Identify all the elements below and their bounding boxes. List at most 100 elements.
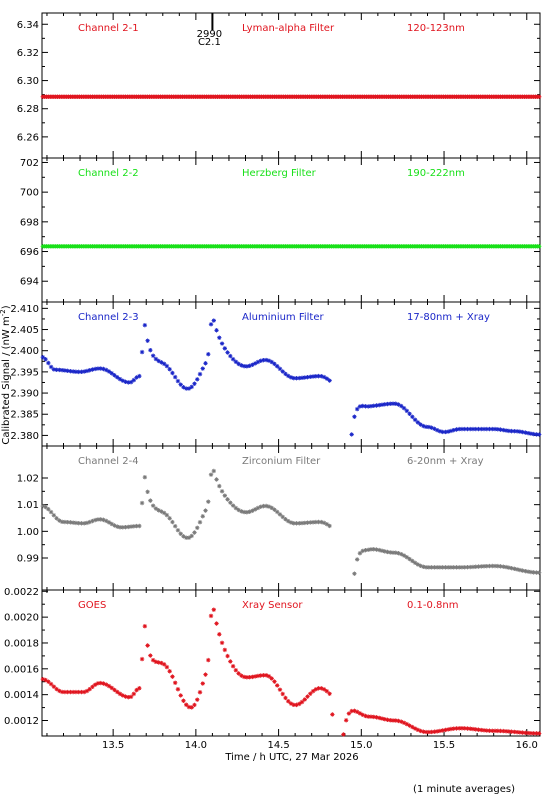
data-point bbox=[302, 697, 307, 702]
data-point bbox=[410, 558, 415, 564]
data-point bbox=[139, 349, 145, 355]
data-point bbox=[123, 524, 128, 530]
data-point bbox=[476, 426, 481, 432]
data-point bbox=[509, 729, 514, 734]
data-point bbox=[109, 521, 114, 527]
data-point bbox=[288, 520, 294, 525]
data-point bbox=[520, 730, 525, 735]
y-tick-label: 6.34 bbox=[17, 20, 39, 31]
data-point bbox=[156, 358, 161, 364]
data-point bbox=[382, 549, 387, 554]
data-point bbox=[310, 520, 316, 525]
data-point bbox=[230, 503, 236, 508]
data-point bbox=[230, 664, 236, 669]
data-point bbox=[184, 386, 189, 391]
data-point bbox=[62, 519, 68, 525]
data-point bbox=[374, 715, 379, 720]
y-tick-label: 0.0018 bbox=[4, 638, 39, 649]
data-point bbox=[423, 424, 429, 430]
data-point bbox=[492, 563, 498, 569]
data-point bbox=[319, 686, 324, 691]
data-point bbox=[186, 386, 192, 391]
data-point bbox=[247, 363, 252, 369]
data-point bbox=[148, 653, 153, 658]
data-point bbox=[217, 483, 222, 489]
data-point bbox=[390, 550, 396, 555]
data-point bbox=[59, 367, 65, 373]
data-point bbox=[476, 727, 481, 732]
data-point bbox=[479, 564, 484, 569]
data-point bbox=[192, 381, 197, 386]
data-point bbox=[390, 718, 396, 723]
data-point bbox=[178, 382, 183, 387]
data-point bbox=[426, 424, 432, 430]
data-point bbox=[487, 426, 492, 432]
data-point bbox=[233, 359, 239, 364]
data-point bbox=[172, 374, 178, 380]
panel-filter: Herzberg Filter bbox=[242, 168, 317, 179]
data-point bbox=[167, 367, 172, 372]
data-point bbox=[269, 676, 274, 681]
data-point bbox=[126, 380, 131, 385]
y-tick-label: 6.26 bbox=[17, 132, 39, 143]
data-point bbox=[316, 686, 321, 691]
data-point bbox=[305, 520, 310, 525]
data-point bbox=[153, 506, 159, 511]
data-point bbox=[528, 569, 534, 575]
data-point bbox=[137, 686, 142, 691]
data-point bbox=[214, 477, 219, 482]
panel-frame bbox=[41, 589, 541, 737]
data-point bbox=[401, 720, 407, 725]
data-point bbox=[297, 521, 302, 526]
data-point bbox=[437, 565, 443, 570]
data-point bbox=[73, 369, 79, 374]
data-point bbox=[473, 727, 478, 732]
data-point bbox=[352, 414, 357, 419]
data-point bbox=[410, 414, 415, 420]
panel-band: 0.1-0.8nm bbox=[407, 600, 459, 611]
data-point bbox=[503, 729, 509, 734]
data-point bbox=[377, 402, 382, 408]
data-point bbox=[429, 565, 434, 570]
data-point bbox=[57, 367, 62, 373]
data-point bbox=[241, 363, 247, 369]
data-point bbox=[252, 674, 258, 679]
data-point bbox=[445, 565, 451, 570]
data-point bbox=[385, 549, 390, 555]
data-point bbox=[514, 429, 520, 434]
data-point bbox=[266, 504, 272, 509]
data-point bbox=[70, 520, 76, 525]
data-point bbox=[484, 426, 489, 432]
data-point bbox=[186, 535, 192, 540]
data-point bbox=[59, 689, 65, 695]
data-point bbox=[512, 428, 517, 434]
data-point bbox=[250, 674, 255, 680]
data-point bbox=[244, 510, 250, 515]
data-point bbox=[239, 363, 244, 368]
data-point bbox=[126, 524, 131, 530]
data-point bbox=[360, 403, 365, 409]
data-point bbox=[150, 503, 156, 508]
data-point bbox=[385, 717, 390, 723]
data-point bbox=[327, 523, 332, 529]
data-point bbox=[503, 428, 509, 433]
data-point bbox=[70, 369, 76, 374]
data-point bbox=[404, 408, 410, 414]
data-point bbox=[327, 691, 332, 696]
data-point bbox=[87, 368, 92, 373]
data-point bbox=[434, 427, 440, 433]
data-point bbox=[98, 680, 103, 686]
y-tick-label: 2.380 bbox=[10, 431, 39, 442]
data-point bbox=[481, 564, 487, 569]
data-point bbox=[401, 406, 407, 411]
y-tick-label: 702 bbox=[20, 158, 39, 169]
data-point bbox=[506, 565, 512, 570]
data-point bbox=[258, 358, 263, 364]
data-point bbox=[48, 364, 54, 370]
data-point bbox=[137, 523, 142, 529]
panel-3: 2.380 2.385 2.390 2.395 2.400 2.405 2.410 Chann… bbox=[10, 301, 542, 447]
data-point bbox=[214, 328, 219, 333]
data-point bbox=[236, 361, 241, 367]
data-point bbox=[470, 426, 476, 432]
y-tick-label: 2.395 bbox=[10, 367, 39, 378]
